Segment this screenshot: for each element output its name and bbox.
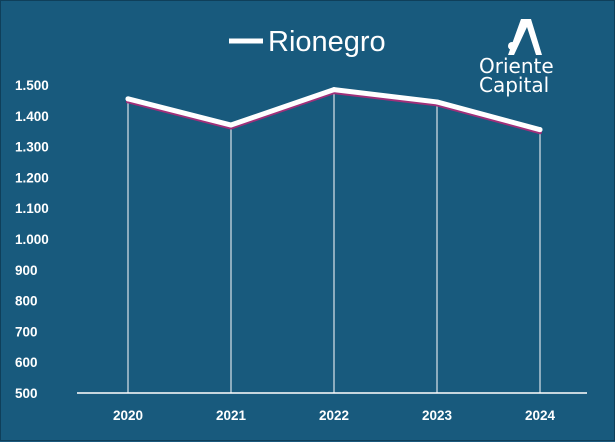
oriente-capital-logo: Oriente Capital: [479, 19, 554, 97]
logo-text-oriente: Oriente: [479, 54, 554, 78]
y-tick-label: 800: [15, 294, 38, 309]
logo-mark-icon: [508, 19, 542, 55]
y-tick-label: 500: [15, 386, 38, 401]
y-tick-label: 1.100: [15, 201, 49, 216]
data-point: [434, 99, 440, 105]
x-tick-label: 2024: [525, 408, 556, 423]
x-axis-ticks: 2020 2021 2022 2023 2024: [113, 408, 556, 423]
y-tick-label: 1.500: [15, 78, 49, 93]
legend-label-rionegro: Rionegro: [268, 26, 386, 58]
y-tick-label: 1.300: [15, 140, 49, 155]
logo-text-capital: Capital: [479, 73, 549, 97]
y-tick-label: 600: [15, 355, 38, 370]
data-point: [125, 96, 131, 102]
x-tick-label: 2022: [319, 408, 349, 423]
y-tick-label: 1.400: [15, 109, 49, 124]
series-lines: [125, 87, 543, 135]
x-tick-label: 2020: [113, 408, 143, 423]
data-point: [537, 127, 543, 133]
y-tick-label: 700: [15, 324, 38, 339]
y-tick-label: 900: [15, 263, 38, 278]
legend: Rionegro: [229, 26, 386, 58]
y-tick-label: 1.000: [15, 232, 49, 247]
data-point: [331, 87, 337, 93]
x-tick-label: 2023: [422, 408, 453, 423]
y-tick-label: 1.200: [15, 170, 49, 185]
drop-lines: [127, 89, 541, 393]
data-point: [228, 122, 234, 128]
x-tick-label: 2021: [216, 408, 247, 423]
y-axis-ticks: 500 600 700 800 900 1.000 1.100 1.200 1.300 1.400…: [15, 78, 49, 401]
